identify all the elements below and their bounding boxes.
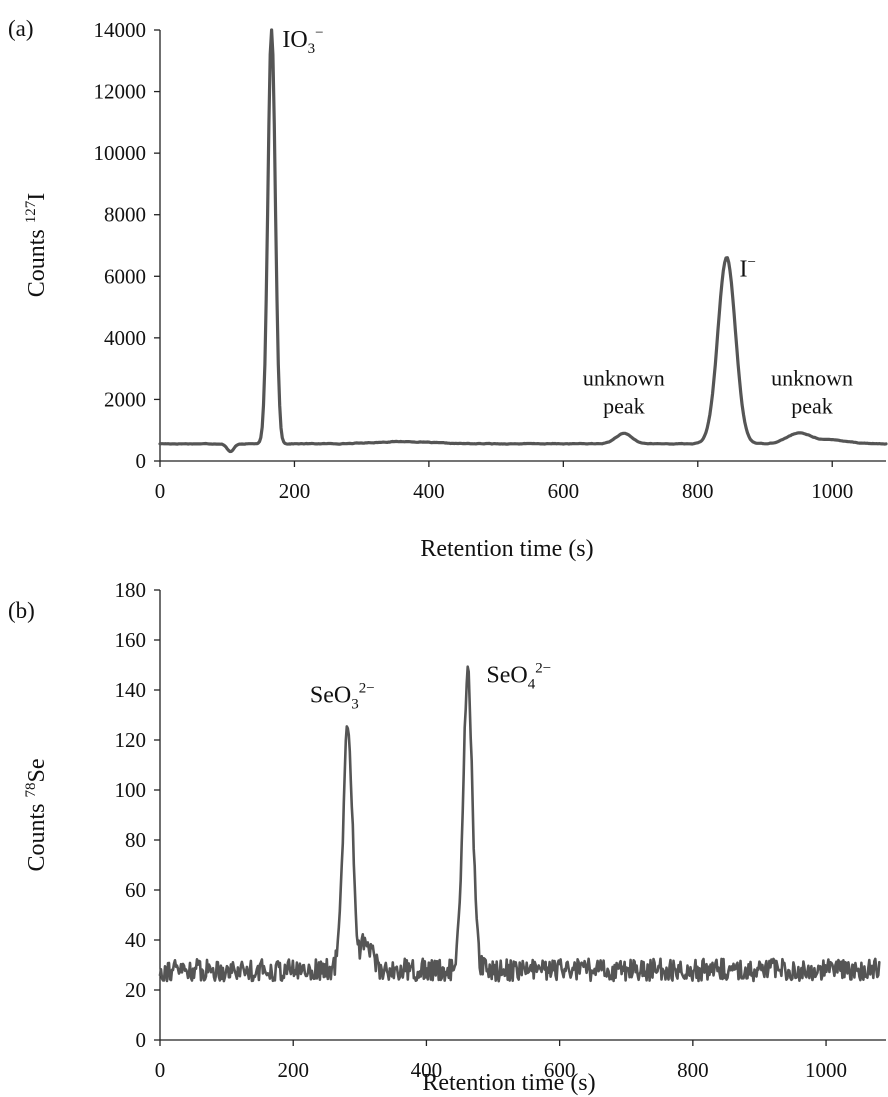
peak-annotation: unknown: [583, 366, 665, 391]
panel-a-x-ticks: 0 200 400 600 800 1000: [155, 461, 853, 503]
x-tick-label: 800: [677, 1058, 709, 1082]
y-tick-label: 80: [125, 828, 146, 852]
panel-b-annotations: SeO32− SeO42−: [310, 661, 551, 713]
x-tick-label: 0: [155, 479, 166, 503]
peak-annotation: peak: [791, 393, 833, 418]
x-tick-label: 1000: [811, 479, 853, 503]
panel-a-y-title: Counts 127I: [23, 193, 50, 298]
species-annotation: SeO32−: [310, 681, 375, 713]
panel-a-y-title-main: Counts: [24, 223, 50, 297]
panel-a-trace: [158, 28, 888, 454]
y-tick-label: 8000: [104, 203, 146, 227]
x-tick-label: 200: [277, 1058, 309, 1082]
y-tick-label: 100: [115, 778, 147, 802]
peak-annotation: peak: [603, 393, 645, 418]
y-tick-label: 2000: [104, 387, 146, 411]
species-annotation: IO3−: [282, 25, 323, 57]
panel-a-y-ticks: 0 2000 4000 6000 8000 10000 12000 14000: [94, 18, 160, 473]
y-tick-label: 6000: [104, 264, 146, 288]
y-tick-label: 180: [115, 578, 147, 602]
x-tick-label: 800: [682, 479, 714, 503]
panel-a-y-title-sup: 127: [23, 200, 39, 223]
y-tick-label: 140: [115, 678, 147, 702]
peak-annotation: unknown: [771, 366, 853, 391]
x-tick-label: 200: [279, 479, 311, 503]
x-tick-label: 0: [155, 1058, 166, 1082]
y-tick-label: 20: [125, 978, 146, 1002]
panel-b-y-ticks: 0 20 40 60 80 100 120 140 160 180: [115, 578, 160, 1052]
x-tick-label: 600: [544, 1058, 576, 1082]
panel-a-x-title: Retention time (s): [420, 536, 593, 562]
y-tick-label: 0: [136, 449, 147, 473]
panel-b-y-title-main: Counts: [24, 797, 50, 871]
y-tick-label: 160: [115, 628, 147, 652]
x-tick-label: 400: [411, 1058, 443, 1082]
panel-b-x-ticks: 0 200 400 600 800 1000: [155, 1040, 847, 1082]
panel-a-label: (a): [8, 16, 34, 41]
y-tick-label: 10000: [94, 141, 147, 165]
panel-b-y-title: Counts 78Se: [23, 758, 50, 871]
panel-b-y-title-sup: 78: [23, 782, 39, 797]
panel-b: (b) 0 20 40 60 80 100 120 140 160 180 0 200 400 600 8…: [8, 578, 886, 1096]
x-tick-label: 600: [548, 479, 580, 503]
species-annotation: SeO42−: [486, 661, 551, 693]
panel-b-label: (b): [8, 598, 35, 623]
panel-b-y-title-tail: Se: [24, 758, 50, 782]
y-tick-label: 60: [125, 878, 146, 902]
y-tick-label: 4000: [104, 326, 146, 350]
panel-a: (a) 0 2000 4000 6000 8000 10000 12000 14000 0 20…: [8, 16, 888, 562]
y-tick-label: 40: [125, 928, 146, 952]
panel-a-y-title-tail: I: [24, 193, 50, 201]
y-tick-label: 14000: [94, 18, 147, 42]
y-tick-label: 0: [136, 1028, 147, 1052]
y-tick-label: 12000: [94, 80, 147, 104]
x-tick-label: 1000: [805, 1058, 847, 1082]
y-tick-label: 120: [115, 728, 147, 752]
panel-b-trace: [158, 665, 881, 983]
x-tick-label: 400: [413, 479, 445, 503]
panel-b-x-title: Retention time (s): [422, 1070, 595, 1096]
species-annotation: I−: [739, 254, 755, 282]
